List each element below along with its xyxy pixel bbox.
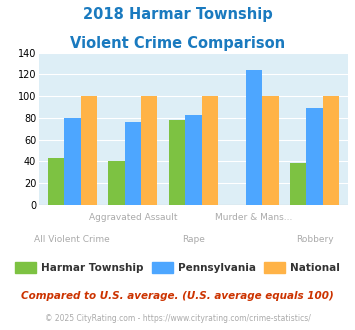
- Bar: [48, 158, 64, 205]
- Bar: [108, 161, 125, 205]
- Bar: [141, 96, 158, 205]
- Bar: [125, 122, 141, 205]
- Text: Rape: Rape: [182, 235, 205, 244]
- Text: Murder & Mans...: Murder & Mans...: [215, 213, 293, 222]
- Text: 2018 Harmar Township: 2018 Harmar Township: [83, 7, 272, 22]
- Bar: [246, 70, 262, 205]
- Bar: [169, 120, 185, 205]
- Bar: [323, 96, 339, 205]
- Bar: [202, 96, 218, 205]
- Text: All Violent Crime: All Violent Crime: [34, 235, 110, 244]
- Text: Robbery: Robbery: [296, 235, 333, 244]
- Bar: [185, 115, 202, 205]
- Bar: [306, 108, 323, 205]
- Bar: [64, 118, 81, 205]
- Text: Violent Crime Comparison: Violent Crime Comparison: [70, 36, 285, 51]
- Bar: [81, 96, 97, 205]
- Text: Aggravated Assault: Aggravated Assault: [89, 213, 177, 222]
- Text: Compared to U.S. average. (U.S. average equals 100): Compared to U.S. average. (U.S. average …: [21, 291, 334, 301]
- Bar: [262, 96, 279, 205]
- Bar: [290, 163, 306, 205]
- Legend: Harmar Township, Pennsylvania, National: Harmar Township, Pennsylvania, National: [11, 258, 344, 277]
- Text: © 2025 CityRating.com - https://www.cityrating.com/crime-statistics/: © 2025 CityRating.com - https://www.city…: [45, 314, 310, 323]
